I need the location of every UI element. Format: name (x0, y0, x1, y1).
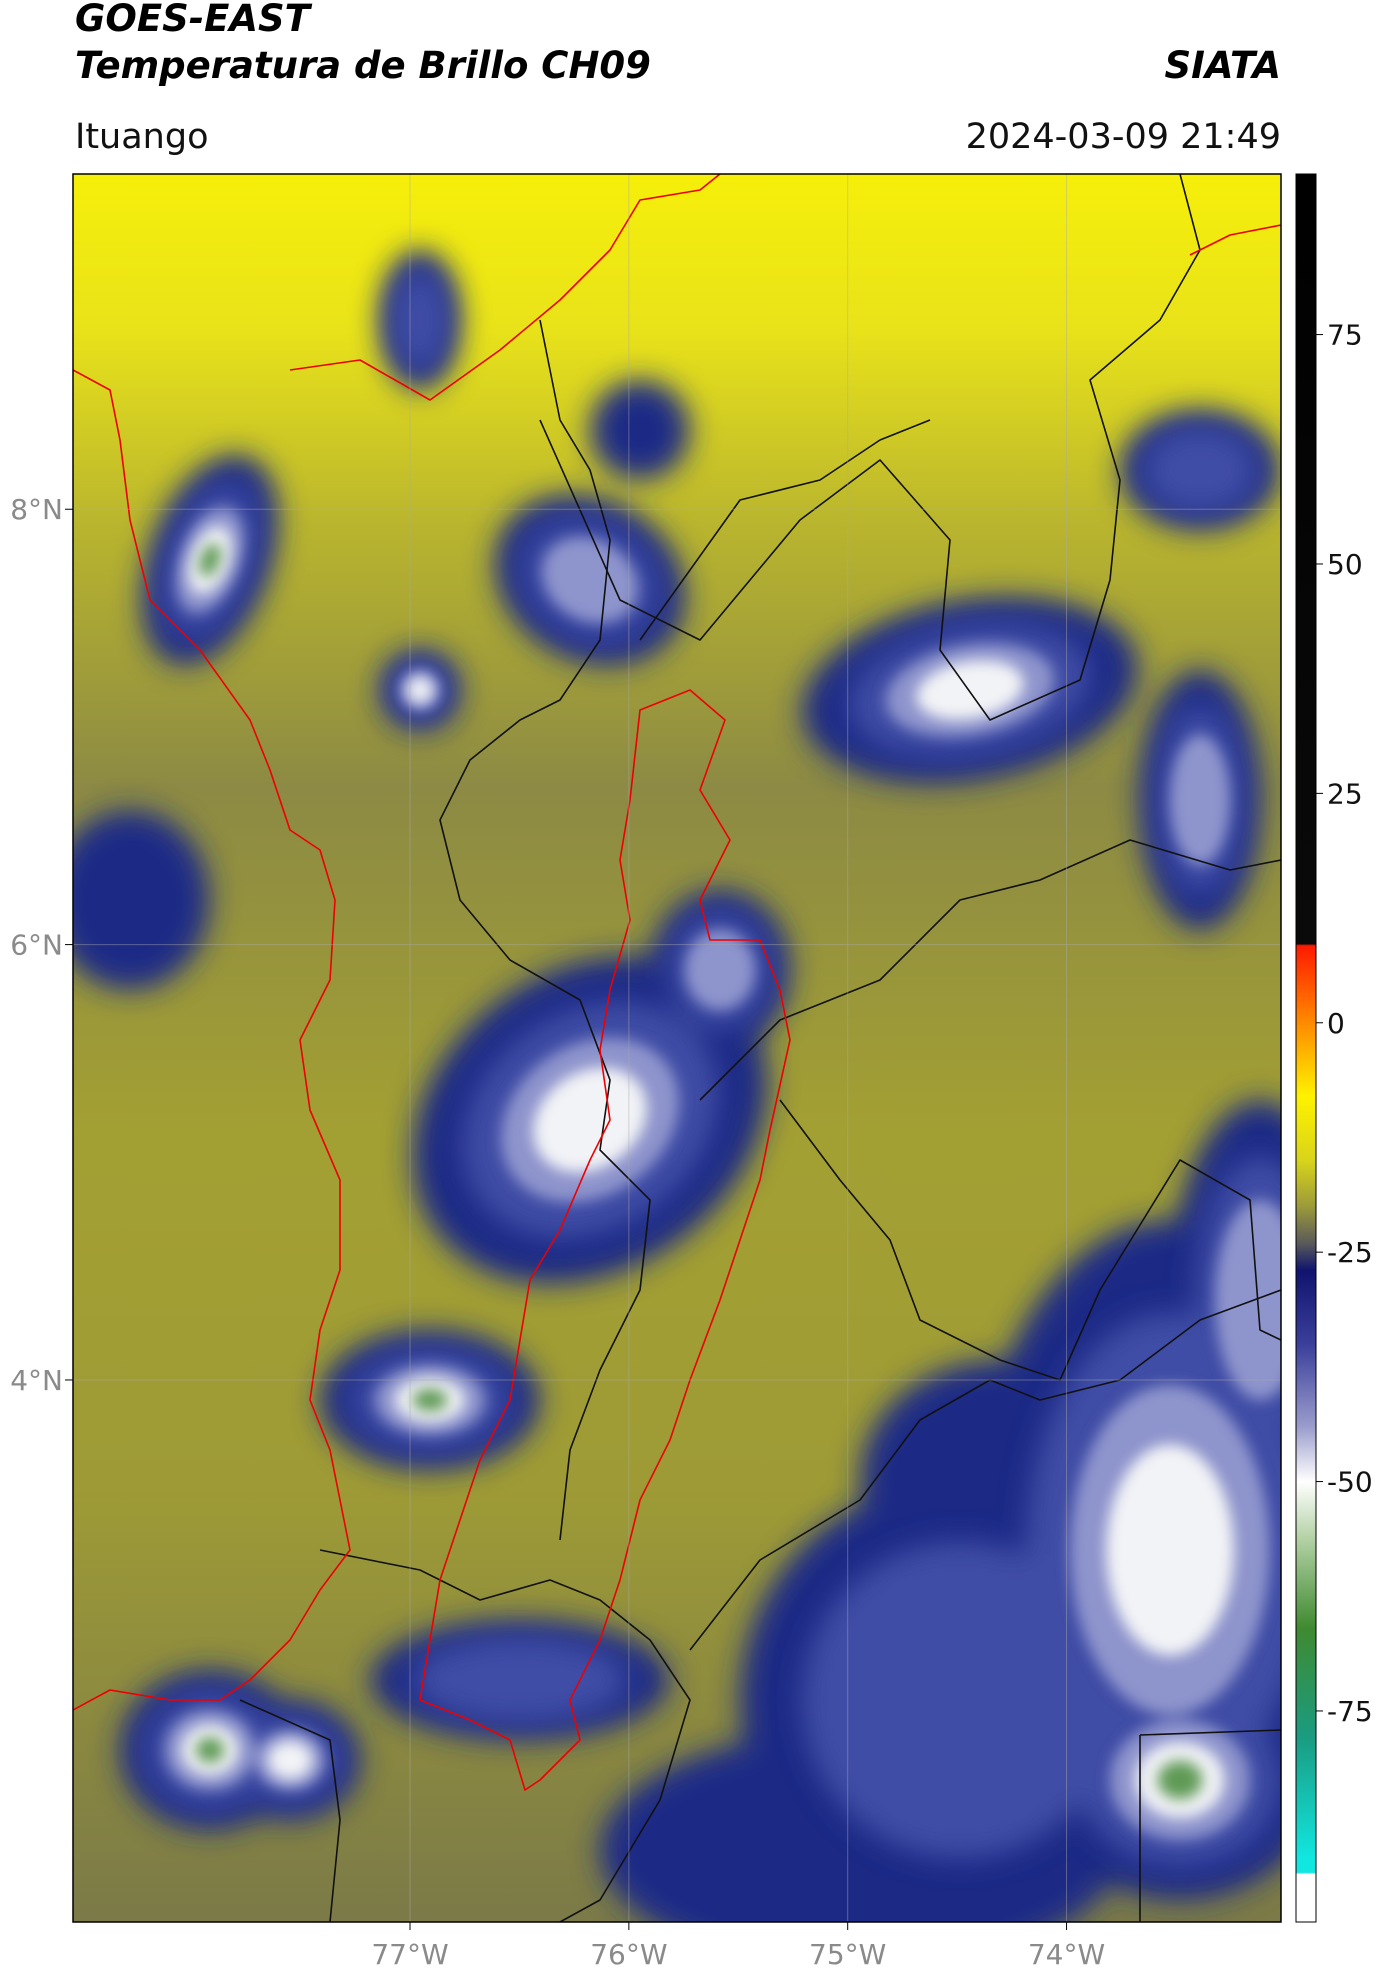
grid (73, 174, 1281, 1922)
border-line (779, 1099, 1281, 1381)
colorbar-tick-label: -25 (1327, 1236, 1373, 1269)
y-tick-label: 6°N (10, 929, 63, 962)
colorbar-tick-label: 75 (1327, 319, 1363, 352)
colorbar-tick-label: 50 (1327, 548, 1363, 581)
title: GOES-EAST (75, 0, 313, 40)
region-outline (419, 689, 791, 1791)
cloud (685, 930, 755, 1010)
y-tick-label: 4°N (10, 1364, 63, 1397)
border-line (439, 319, 651, 1541)
cloud (391, 269, 449, 371)
map-frame (72, 173, 1282, 1923)
border-line (1139, 1729, 1281, 1736)
cloud (590, 380, 690, 480)
border-line (689, 1289, 1281, 1651)
y-tick-label: 8°N (10, 493, 63, 526)
colorbar-tick-label: 25 (1327, 777, 1363, 810)
cloud (267, 1740, 313, 1780)
border-line (319, 1549, 691, 1922)
cloud (195, 1737, 225, 1763)
x-tick-label: 74°W (1028, 1938, 1105, 1971)
map-area (73, 174, 1281, 1922)
x-tick-label: 76°W (590, 1938, 667, 1971)
timestamp: 2024-03-09 21:49 (966, 117, 1281, 157)
cloud (916, 660, 1024, 720)
x-tick-label: 77°W (371, 1938, 448, 1971)
colorbar-tick-label: 0 (1327, 1007, 1345, 1040)
cloud (542, 537, 638, 623)
cloud (1106, 1444, 1234, 1656)
border-line (239, 1699, 341, 1922)
cloud (1157, 1760, 1203, 1800)
colorbar (1295, 173, 1317, 1923)
cloud-layer (195, 543, 1203, 1800)
coastline (289, 174, 721, 401)
border-line (699, 839, 1281, 1101)
cloud (199, 543, 221, 577)
cloud (1215, 1200, 1281, 1400)
region: Ituango (75, 117, 209, 157)
cloud (407, 677, 433, 703)
cloud (533, 1067, 647, 1173)
cloud (412, 1636, 628, 1724)
x-tick-label: 75°W (809, 1938, 886, 1971)
cloud (1170, 735, 1230, 865)
subtitle: Temperatura de Brillo CH09 (75, 44, 651, 87)
border-line (639, 419, 931, 641)
coastline (1189, 224, 1281, 256)
cloud (412, 1388, 448, 1412)
cloud (1142, 426, 1258, 514)
colorbar-tick-label: -75 (1327, 1695, 1373, 1728)
cloud (73, 810, 210, 990)
border-line (539, 174, 1201, 721)
cloud (801, 1541, 1119, 1859)
cloud-field (73, 250, 1281, 1922)
source: SIATA (1164, 44, 1281, 87)
borders (73, 174, 1281, 1922)
colorbar-tick-label: -50 (1327, 1466, 1373, 1499)
coastline (73, 369, 351, 1711)
